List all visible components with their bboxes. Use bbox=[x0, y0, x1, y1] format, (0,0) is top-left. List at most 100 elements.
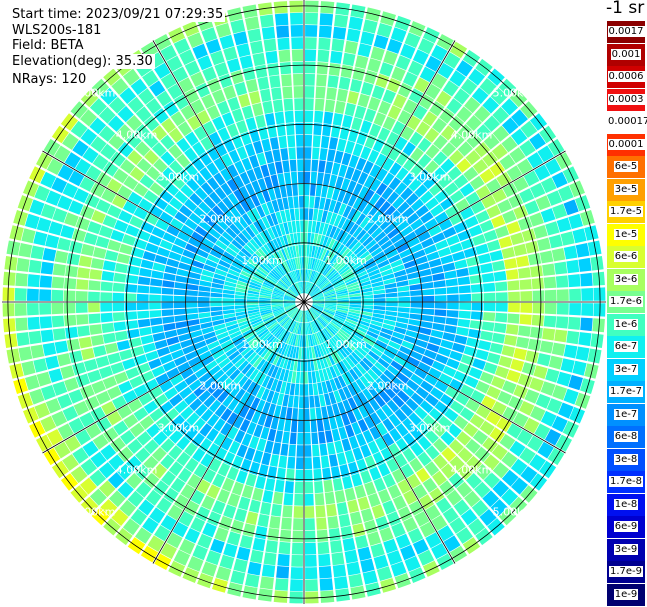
ppi-cell bbox=[501, 136, 518, 153]
ppi-cell bbox=[176, 137, 191, 153]
ppi-cell bbox=[226, 412, 238, 426]
ppi-cell bbox=[352, 523, 366, 537]
ppi-cell bbox=[360, 254, 373, 264]
ppi-cell bbox=[440, 197, 454, 211]
ppi-cell bbox=[446, 489, 463, 506]
ppi-cell bbox=[472, 159, 488, 174]
ppi-cell bbox=[544, 158, 562, 175]
ppi-cell bbox=[137, 276, 151, 286]
ppi-cell bbox=[417, 333, 430, 342]
ppi-cell bbox=[242, 4, 258, 19]
ppi-cell bbox=[425, 144, 440, 159]
ppi-cell bbox=[209, 399, 222, 413]
ppi-cell bbox=[98, 225, 113, 239]
ppi-cell bbox=[304, 208, 309, 220]
ppi-cell bbox=[379, 373, 392, 386]
colorbar-level: 0.0001 bbox=[607, 133, 645, 156]
ppi-cell bbox=[297, 310, 302, 322]
ppi-cell bbox=[237, 375, 249, 388]
ppi-cell bbox=[400, 43, 416, 60]
ppi-cell bbox=[281, 330, 289, 342]
ppi-cell bbox=[419, 94, 435, 110]
ppi-cell bbox=[174, 190, 189, 204]
ppi-cell bbox=[282, 357, 289, 369]
ppi-cell bbox=[329, 366, 337, 378]
ppi-cell bbox=[272, 308, 285, 314]
ppi-cell bbox=[171, 414, 185, 429]
ppi-cell bbox=[507, 313, 520, 324]
ppi-cell bbox=[331, 428, 341, 442]
ppi-cell bbox=[294, 309, 301, 321]
ppi-cell bbox=[69, 240, 83, 254]
ppi-cell bbox=[370, 46, 385, 61]
ppi-cell bbox=[178, 262, 191, 271]
ppi-cell bbox=[316, 517, 327, 530]
ppi-cell bbox=[464, 490, 481, 508]
ppi-cell bbox=[348, 573, 363, 588]
ppi-cell bbox=[245, 394, 256, 408]
ppi-cell bbox=[242, 328, 254, 337]
ppi-cell bbox=[486, 352, 501, 365]
ppi-cell bbox=[299, 322, 302, 335]
ppi-cell bbox=[312, 304, 324, 309]
ppi-cell bbox=[201, 355, 215, 366]
ppi-cell bbox=[306, 269, 309, 282]
ppi-cell bbox=[288, 288, 298, 297]
ppi-cell bbox=[477, 253, 492, 264]
ppi-cell bbox=[424, 461, 440, 477]
ppi-cell bbox=[464, 375, 479, 389]
ppi-cell bbox=[237, 216, 249, 229]
ppi-cell bbox=[36, 152, 53, 170]
ppi-cell bbox=[246, 169, 257, 183]
ppi-cell bbox=[333, 315, 345, 323]
ppi-cell bbox=[270, 254, 280, 266]
ppi-cell bbox=[333, 350, 342, 362]
ppi-cell bbox=[45, 355, 60, 370]
ppi-cell bbox=[375, 408, 388, 422]
ppi-cell bbox=[271, 302, 283, 304]
ppi-cell bbox=[250, 549, 264, 564]
ppi-cell bbox=[311, 346, 316, 359]
ppi-cell bbox=[87, 369, 102, 383]
ppi-cell bbox=[325, 298, 337, 301]
ppi-cell bbox=[524, 389, 540, 404]
ppi-cell bbox=[334, 440, 344, 454]
ppi-cell bbox=[337, 216, 347, 229]
ppi-cell bbox=[272, 99, 284, 113]
ppi-cell bbox=[301, 335, 304, 347]
ppi-cell bbox=[317, 49, 330, 63]
ppi-cell bbox=[374, 394, 386, 408]
ppi-cell bbox=[247, 561, 262, 576]
ppi-cell bbox=[434, 287, 447, 295]
ppi-cell bbox=[210, 292, 223, 298]
ppi-cell bbox=[199, 167, 213, 181]
ppi-cell bbox=[315, 407, 322, 420]
ppi-cell bbox=[304, 232, 308, 245]
ppi-cell bbox=[212, 473, 226, 488]
ppi-cell bbox=[193, 207, 207, 220]
ppi-cell bbox=[446, 98, 463, 115]
ppi-cell bbox=[187, 556, 204, 572]
ppi-cell bbox=[112, 312, 125, 322]
ppi-cell bbox=[444, 325, 457, 334]
ppi-cell bbox=[482, 151, 498, 167]
ppi-cell bbox=[288, 259, 294, 271]
ppi-cell bbox=[266, 377, 275, 390]
ppi-cell bbox=[278, 541, 291, 555]
ppi-cell bbox=[395, 275, 408, 282]
colorbar-level-label: 6e-9 bbox=[613, 521, 639, 532]
ppi-cell bbox=[449, 213, 464, 226]
ppi-cell bbox=[314, 333, 320, 345]
ppi-cell bbox=[127, 150, 143, 166]
ppi-cell bbox=[122, 389, 138, 404]
ppi-cell bbox=[261, 312, 273, 318]
ppi-cell bbox=[190, 517, 206, 533]
ppi-cell bbox=[161, 309, 174, 317]
ppi-cell bbox=[197, 533, 213, 549]
ppi-cell bbox=[305, 0, 319, 13]
ppi-cell bbox=[529, 377, 544, 392]
ppi-cell bbox=[365, 239, 377, 250]
ppi-cell bbox=[88, 280, 101, 291]
ppi-cell bbox=[575, 243, 590, 258]
ppi-cell bbox=[296, 282, 302, 294]
